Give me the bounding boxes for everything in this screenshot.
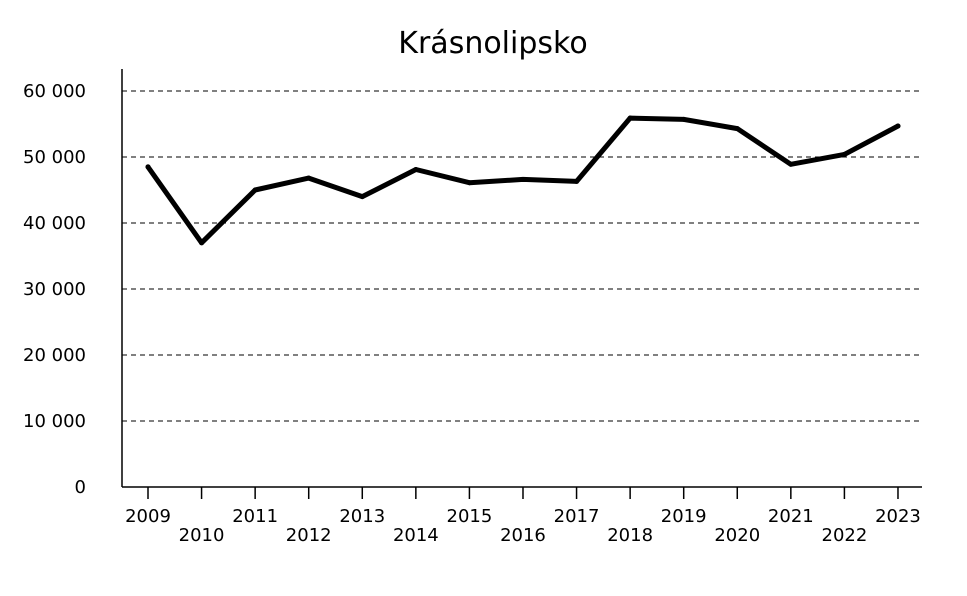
y-tick-label: 0: [75, 477, 86, 498]
data-point: [574, 178, 580, 184]
x-tick-label: 2012: [286, 525, 332, 546]
x-tick-label: 2016: [500, 525, 546, 546]
x-tick-labels: 2009 2010 2011 2012 2013 2014 2015 2016 2017 2018…: [125, 506, 921, 546]
data-point: [681, 116, 687, 122]
axes: [121, 69, 922, 499]
y-tick-label: 20 000: [23, 345, 86, 366]
y-tick-label: 10 000: [23, 411, 86, 432]
data-point: [788, 161, 794, 167]
data-point: [252, 187, 258, 193]
x-tick-label: 2020: [714, 525, 760, 546]
x-tick-label: 2023: [875, 506, 921, 527]
data-point: [199, 240, 205, 246]
data-point: [841, 151, 847, 157]
y-tick-label: 30 000: [23, 279, 86, 300]
grid-lines: [122, 90, 922, 422]
chart-title: Krásnolipsko: [398, 26, 587, 61]
data-point: [627, 115, 633, 121]
x-tick-label: 2009: [125, 506, 171, 527]
series-layer: [145, 115, 901, 246]
x-tick-label: 2010: [179, 525, 225, 546]
x-tick-label: 2014: [393, 525, 439, 546]
x-tick-label: 2022: [822, 525, 868, 546]
data-point: [145, 164, 151, 170]
x-tick-label: 2015: [447, 506, 493, 527]
y-tick-label: 40 000: [23, 213, 86, 234]
y-tick-label: 50 000: [23, 147, 86, 168]
data-point: [734, 126, 740, 132]
x-tick-label: 2019: [661, 506, 707, 527]
x-tick-label: 2011: [232, 506, 278, 527]
data-point: [466, 180, 472, 186]
x-tick-label: 2021: [768, 506, 814, 527]
data-point: [306, 175, 312, 181]
x-tick-label: 2018: [607, 525, 653, 546]
y-tick-labels: 0 10 000 20 000 30 000 40 000 50 000 60 000: [23, 81, 86, 498]
data-point: [520, 176, 526, 182]
x-tick-label: 2017: [554, 506, 600, 527]
data-point: [413, 167, 419, 173]
data-point: [359, 194, 365, 200]
data-point: [895, 123, 901, 129]
y-tick-label: 60 000: [23, 81, 86, 102]
x-tick-label: 2013: [339, 506, 385, 527]
